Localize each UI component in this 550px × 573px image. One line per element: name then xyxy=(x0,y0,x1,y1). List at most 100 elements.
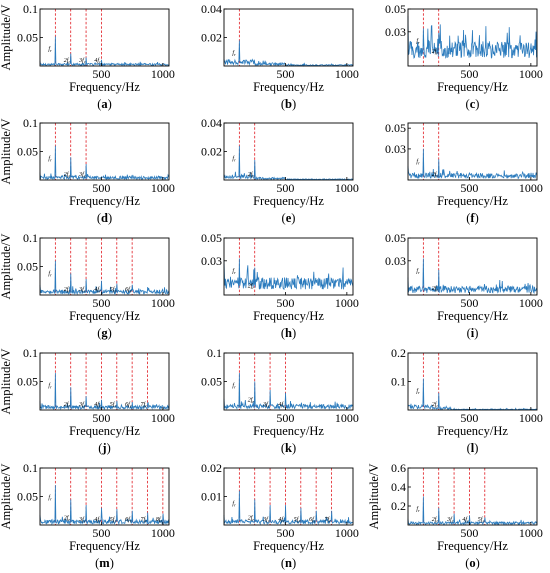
x-tick-label-k-1: 500 xyxy=(276,411,294,425)
harmonic-label-m-3: 3fr xyxy=(78,516,86,524)
panel-e: fr 2fr 500 1000 0.02 0.04 Frequency/Hz (e) xyxy=(201,116,359,225)
x-tick-label-n-1: 500 xyxy=(276,526,294,540)
harmonic-label-o-1: fr xyxy=(416,506,420,514)
spectrum-line-o xyxy=(407,496,538,526)
harmonic-label-m-5: 5fr xyxy=(110,516,117,524)
y-tick-label-n-1: 0.01 xyxy=(201,490,222,504)
spectrum-line-c xyxy=(407,15,538,59)
harmonic-label-j-6: 6fr xyxy=(125,401,132,409)
y-tick-label-i-2: 0.05 xyxy=(385,231,406,245)
axes-frame-c xyxy=(407,8,538,67)
harmonic-label-k-4: 4fr xyxy=(278,401,285,409)
axes-frame-o xyxy=(407,467,538,526)
harmonic-label-l-2: 2fr xyxy=(432,401,439,409)
x-tick-label-a-1: 500 xyxy=(92,67,110,81)
harmonic-label-n-6: 6fr xyxy=(309,516,316,524)
y-tick-label-k-2: 0.1 xyxy=(207,346,222,360)
harmonic-label-i-2: 2fr xyxy=(432,285,439,293)
x-tick-label-a-2: 1000 xyxy=(151,67,175,81)
spectrum-line-g xyxy=(39,260,170,295)
y-tick-label-d-2: 0.1 xyxy=(23,116,38,130)
x-tick-label-c-2: 1000 xyxy=(519,67,543,81)
harmonic-label-m-4: 4fr xyxy=(94,516,101,524)
harmonic-label-g-1: fr xyxy=(48,270,52,278)
harmonic-label-g-2: 2fr xyxy=(64,286,71,294)
harmonic-label-k-1: fr xyxy=(232,382,236,390)
harmonic-label-m-1: fr xyxy=(48,494,52,502)
harmonic-label-c-1: fr xyxy=(416,37,420,45)
harmonic-label-h-1: fr xyxy=(232,268,236,276)
harmonic-label-g-3: 3fr xyxy=(78,286,86,294)
axes-frame-j xyxy=(39,352,170,411)
spectrum-line-j xyxy=(39,372,170,411)
panel-caption-g: (g) xyxy=(97,326,112,340)
harmonic-label-e-1: fr xyxy=(232,155,236,163)
y-axis-label-o: Amplitude/V xyxy=(367,464,381,530)
harmonic-label-f-2: 2fr xyxy=(432,171,439,179)
harmonic-label-m-8: 8fr xyxy=(156,516,163,524)
x-tick-label-f-2: 1000 xyxy=(519,181,543,195)
x-tick-label-j-1: 500 xyxy=(92,411,110,425)
x-tick-label-e-2: 1000 xyxy=(335,181,359,195)
panel-caption-f: (f) xyxy=(466,211,479,225)
y-tick-label-o-3: 0.6 xyxy=(391,461,406,475)
y-tick-label-a-1: 0.05 xyxy=(17,31,38,45)
panel-caption-j: (j) xyxy=(98,441,111,455)
panel-c: fr 2fr 500 1000 0.03 0.05 Frequency/Hz (c) xyxy=(385,2,543,111)
harmonic-label-a-1: fr xyxy=(48,45,52,53)
harmonic-label-i-1: fr xyxy=(416,268,420,276)
panel-l: fr 2fr 500 1000 0.1 0.2 Frequency/Hz (l) xyxy=(391,346,543,455)
harmonic-label-e-2: 2fr xyxy=(248,171,255,179)
y-tick-label-k-1: 0.05 xyxy=(201,375,222,389)
harmonic-label-j-2: 2fr xyxy=(64,401,71,409)
x-axis-label-k: Frequency/Hz xyxy=(253,424,324,438)
y-axis-label-g: Amplitude/V xyxy=(0,234,13,300)
y-axis-label-m: Amplitude/V xyxy=(0,464,13,530)
y-tick-label-m-2: 0.1 xyxy=(23,461,38,475)
axes-frame-l xyxy=(407,352,538,411)
x-axis-label-c: Frequency/Hz xyxy=(437,80,508,94)
y-tick-label-f-1: 0.03 xyxy=(385,142,406,156)
harmonic-label-d-3: 3fr xyxy=(78,171,86,179)
x-tick-label-d-1: 500 xyxy=(92,181,110,195)
spectrum-line-a xyxy=(39,36,170,67)
panel-f: fr 2fr 500 1000 0.03 0.05 Frequency/Hz (f) xyxy=(385,121,543,225)
harmonic-label-n-3: 3fr xyxy=(262,516,270,524)
panel-g: fr 2fr 3fr 4fr 5fr 6fr 500 1000 0.05 0.1 Frequency… xyxy=(0,231,175,340)
harmonic-label-b-1: fr xyxy=(232,49,236,57)
harmonic-label-o-2: 2fr xyxy=(432,516,439,524)
axes-frame-h xyxy=(223,237,354,296)
y-tick-label-b-1: 0.02 xyxy=(201,31,222,45)
harmonic-label-o-5: 5fr xyxy=(478,516,485,524)
axes-frame-k xyxy=(223,352,354,411)
harmonic-label-m-6: 6fr xyxy=(125,516,132,524)
panel-n: fr 2fr 3fr 4fr 5fr 6fr 7fr 500 1000 0.01 0.02 Frequ… xyxy=(201,461,359,570)
harmonic-label-j-5: 5fr xyxy=(110,401,117,409)
harmonic-label-o-3: 3fr xyxy=(446,516,454,524)
spectrum-line-b xyxy=(223,40,354,67)
y-tick-label-g-2: 0.1 xyxy=(23,231,38,245)
harmonic-label-n-5: 5fr xyxy=(294,516,301,524)
harmonic-label-j-7: 7fr xyxy=(141,401,148,409)
x-axis-label-j: Frequency/Hz xyxy=(69,424,140,438)
panel-i: fr 2fr 500 1000 0.03 0.05 Frequency/Hz (i) xyxy=(385,231,543,340)
x-tick-label-o-1: 500 xyxy=(460,526,478,540)
y-tick-label-b-2: 0.04 xyxy=(201,2,222,16)
spectrum-line-h xyxy=(223,258,354,291)
harmonic-label-g-4: 4fr xyxy=(94,286,101,294)
harmonic-label-l-1: fr xyxy=(416,388,420,396)
harmonic-label-m-2: 2fr xyxy=(64,514,71,522)
harmonic-label-o-4: 4fr xyxy=(462,516,469,524)
harmonic-label-g-6: 6fr xyxy=(125,286,132,294)
x-tick-label-n-2: 1000 xyxy=(335,526,359,540)
panel-caption-k: (k) xyxy=(281,441,296,455)
x-axis-label-e: Frequency/Hz xyxy=(253,194,324,208)
harmonic-label-n-4: 4fr xyxy=(278,516,285,524)
y-axis-label-d: Amplitude/V xyxy=(0,119,13,185)
harmonic-label-n-7: 7fr xyxy=(325,516,332,524)
x-tick-label-m-2: 1000 xyxy=(151,526,175,540)
x-axis-label-l: Frequency/Hz xyxy=(437,424,508,438)
harmonic-label-a-3: 3fr xyxy=(78,57,86,65)
panel-caption-c: (c) xyxy=(466,97,480,111)
